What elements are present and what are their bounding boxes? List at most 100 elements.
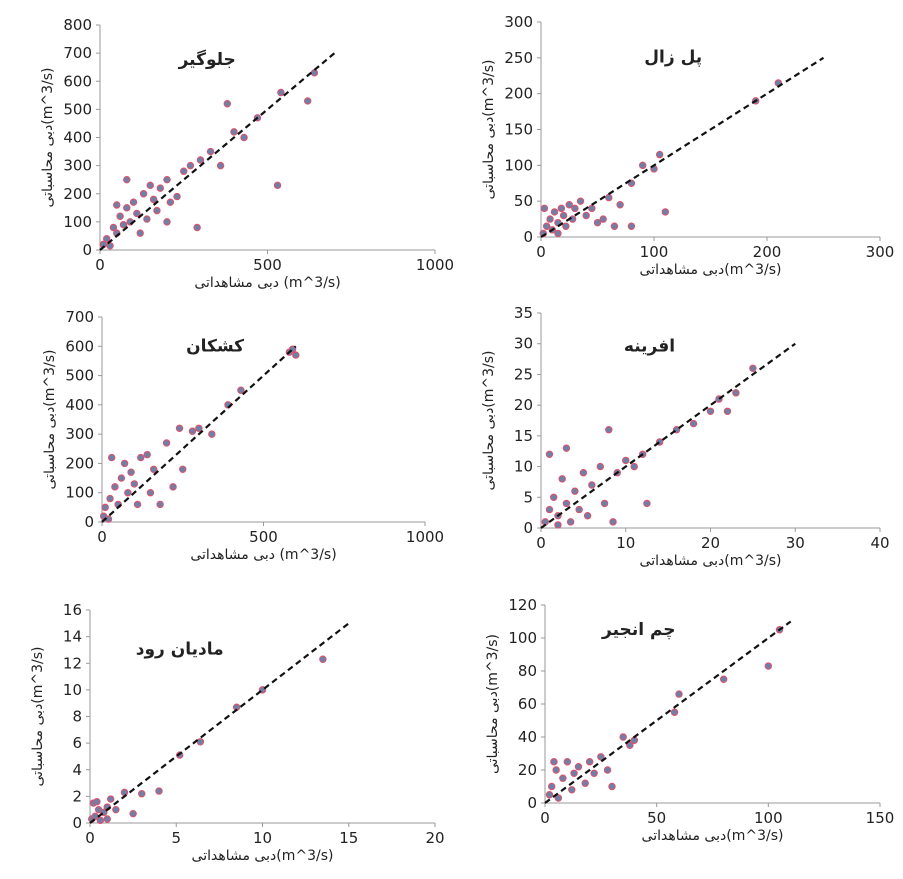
point [273, 181, 282, 190]
point [554, 521, 562, 529]
x-tick-label: 10 [253, 829, 272, 847]
point [206, 147, 215, 156]
x-axis-label: دبی مشاهداتی(m^3/s) [642, 828, 784, 844]
y-axis-label: دبی محاسباتی(m^3/s) [40, 67, 56, 207]
point [127, 468, 135, 476]
y-tick-label: 0 [72, 814, 82, 832]
y-tick-label: 0 [84, 513, 94, 531]
point [153, 206, 161, 215]
point [106, 494, 114, 503]
point [113, 201, 121, 209]
y-tick-label: 12 [63, 654, 82, 672]
y-tick-label: 200 [504, 85, 533, 103]
x-tick-label: 100 [640, 243, 669, 261]
point [196, 738, 205, 746]
point [562, 444, 571, 452]
y-tick-label: 4 [72, 761, 82, 779]
y-axis-label: دبی محاسباتی(m^3/s) [481, 350, 497, 490]
point [101, 503, 109, 512]
y-tick-label: 20 [518, 761, 537, 779]
x-tick-label: 100 [754, 809, 783, 827]
point [240, 133, 248, 142]
x-tick-label: 150 [866, 809, 895, 827]
point [574, 763, 583, 771]
point [129, 809, 137, 818]
x-tick-label: 20 [701, 534, 720, 552]
y-tick-label: 120 [508, 596, 537, 614]
point [554, 229, 562, 238]
point [133, 209, 141, 218]
point [193, 223, 201, 232]
point [186, 161, 195, 170]
point [559, 211, 568, 220]
point [146, 181, 154, 190]
point [608, 782, 616, 791]
x-axis-label: دبی مشاهداتی (m^3/s) [190, 547, 336, 563]
y-tick-label: 35 [514, 304, 533, 322]
point [175, 424, 184, 432]
y-tick-label: 2 [72, 787, 82, 805]
point [103, 235, 111, 243]
y-tick-label: 8 [72, 708, 82, 726]
point [163, 218, 171, 226]
y-tick-label: 600 [65, 337, 94, 355]
point [143, 450, 151, 459]
point [749, 364, 757, 372]
y-tick-label: 300 [65, 425, 94, 443]
point [627, 222, 636, 230]
point [292, 351, 300, 359]
point [576, 197, 585, 205]
point [563, 758, 572, 766]
point [133, 500, 142, 509]
point [156, 500, 164, 509]
point [550, 493, 558, 501]
y-tick-label: 300 [504, 13, 533, 31]
point [237, 386, 245, 394]
point [675, 690, 683, 698]
point [137, 453, 145, 462]
y-tick-label: 16 [63, 601, 82, 619]
y-tick-label: 300 [63, 157, 92, 175]
point [130, 480, 139, 488]
point [661, 208, 669, 216]
point [609, 518, 617, 526]
point [188, 427, 197, 435]
y-tick-label: 15 [514, 427, 533, 445]
y-tick-label: 5 [523, 488, 533, 506]
point [732, 389, 740, 397]
point [124, 489, 132, 497]
y-axis-label: دبی محاسباتی(m^3/s) [42, 349, 58, 489]
point [571, 204, 579, 213]
x-tick-label: 20 [425, 829, 444, 847]
point [107, 795, 115, 803]
chart-title: افرینه [624, 336, 675, 356]
point [579, 469, 588, 477]
point [764, 662, 773, 670]
x-tick-label: 1000 [406, 528, 444, 546]
point [146, 489, 155, 497]
x-tick-label: 40 [870, 534, 889, 552]
y-tick-label: 20 [514, 396, 533, 414]
point [610, 222, 619, 230]
x-tick-label: 1000 [416, 256, 454, 274]
point [585, 758, 594, 766]
point [120, 459, 129, 468]
point [545, 791, 554, 799]
point [554, 794, 563, 802]
y-tick-label: 80 [518, 662, 537, 680]
point [120, 788, 129, 797]
point [156, 184, 165, 192]
point [139, 190, 148, 198]
y-tick-label: 100 [504, 156, 533, 174]
x-tick-label: 5 [171, 829, 181, 847]
y-tick-label: 100 [65, 484, 94, 502]
y-tick-label: 600 [63, 72, 92, 90]
point [166, 198, 175, 206]
point [195, 424, 203, 432]
y-tick-label: 800 [63, 16, 92, 34]
point [123, 175, 131, 184]
point [107, 453, 116, 462]
point [149, 465, 158, 473]
y-tick-label: 60 [518, 695, 537, 713]
